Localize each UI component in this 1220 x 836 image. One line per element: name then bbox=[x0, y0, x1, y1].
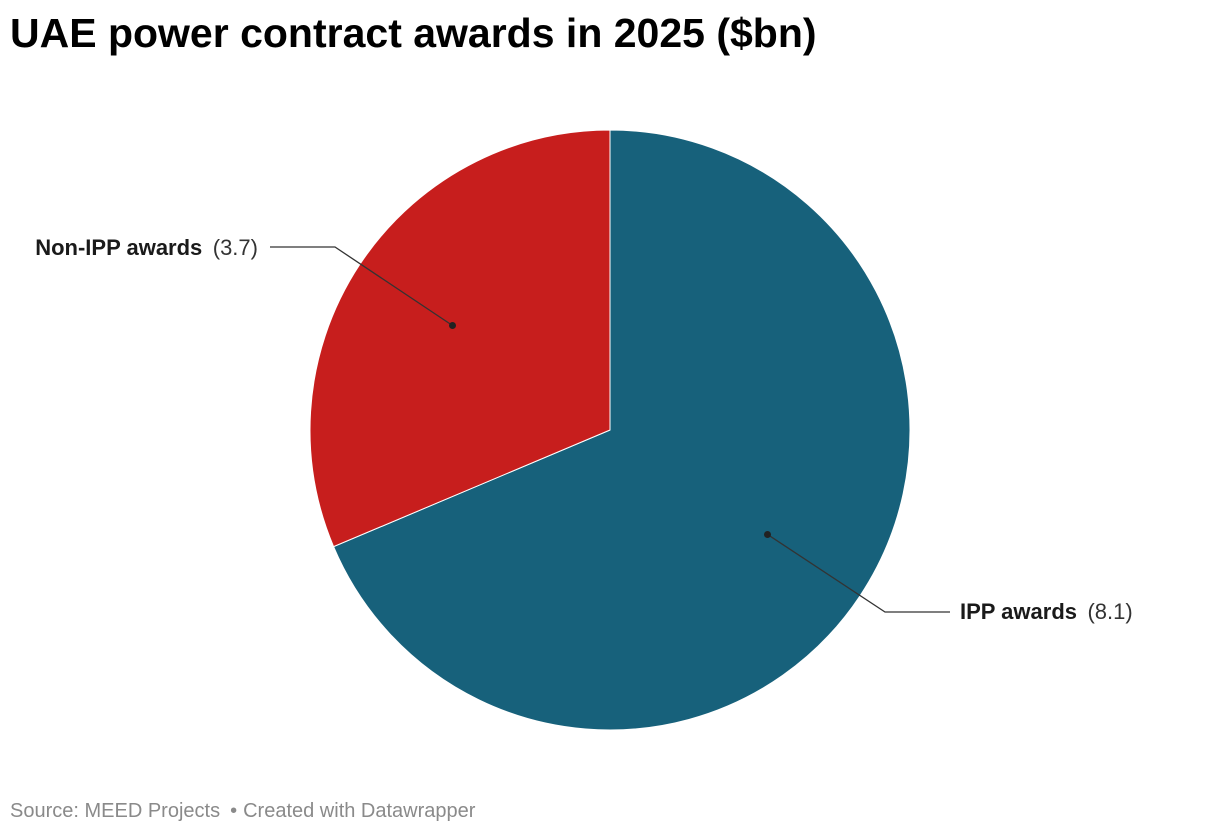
slice-label-non-ipp: Non-IPP awards (3.7) bbox=[35, 235, 457, 330]
chart-title: UAE power contract awards in 2025 ($bn) bbox=[10, 10, 817, 56]
source-text: Source: MEED Projects bbox=[10, 800, 221, 822]
footer: Source: MEED Projects • Created with Dataw… bbox=[10, 800, 475, 823]
credit-link[interactable]: Created with Datawrapper bbox=[243, 800, 476, 822]
footer-separator: • bbox=[230, 800, 238, 822]
leader-line-ipp bbox=[767, 533, 950, 613]
label-non-ipp-name: Non-IPP awards bbox=[35, 235, 202, 260]
pie-slices bbox=[309, 129, 911, 731]
leader-dot-non-ipp bbox=[449, 322, 457, 330]
label-ipp: IPP awards (8.1) bbox=[960, 599, 1133, 624]
label-ipp-name: IPP awards bbox=[960, 599, 1077, 624]
slice-label-ipp: IPP awards (8.1) bbox=[763, 530, 1133, 624]
leader-dot-ipp bbox=[763, 530, 771, 538]
leader-line-non-ipp bbox=[270, 246, 453, 327]
label-non-ipp-value: (3.7) bbox=[213, 235, 258, 260]
label-ipp-value: (8.1) bbox=[1087, 599, 1132, 624]
label-non-ipp: Non-IPP awards (3.7) bbox=[35, 235, 258, 260]
